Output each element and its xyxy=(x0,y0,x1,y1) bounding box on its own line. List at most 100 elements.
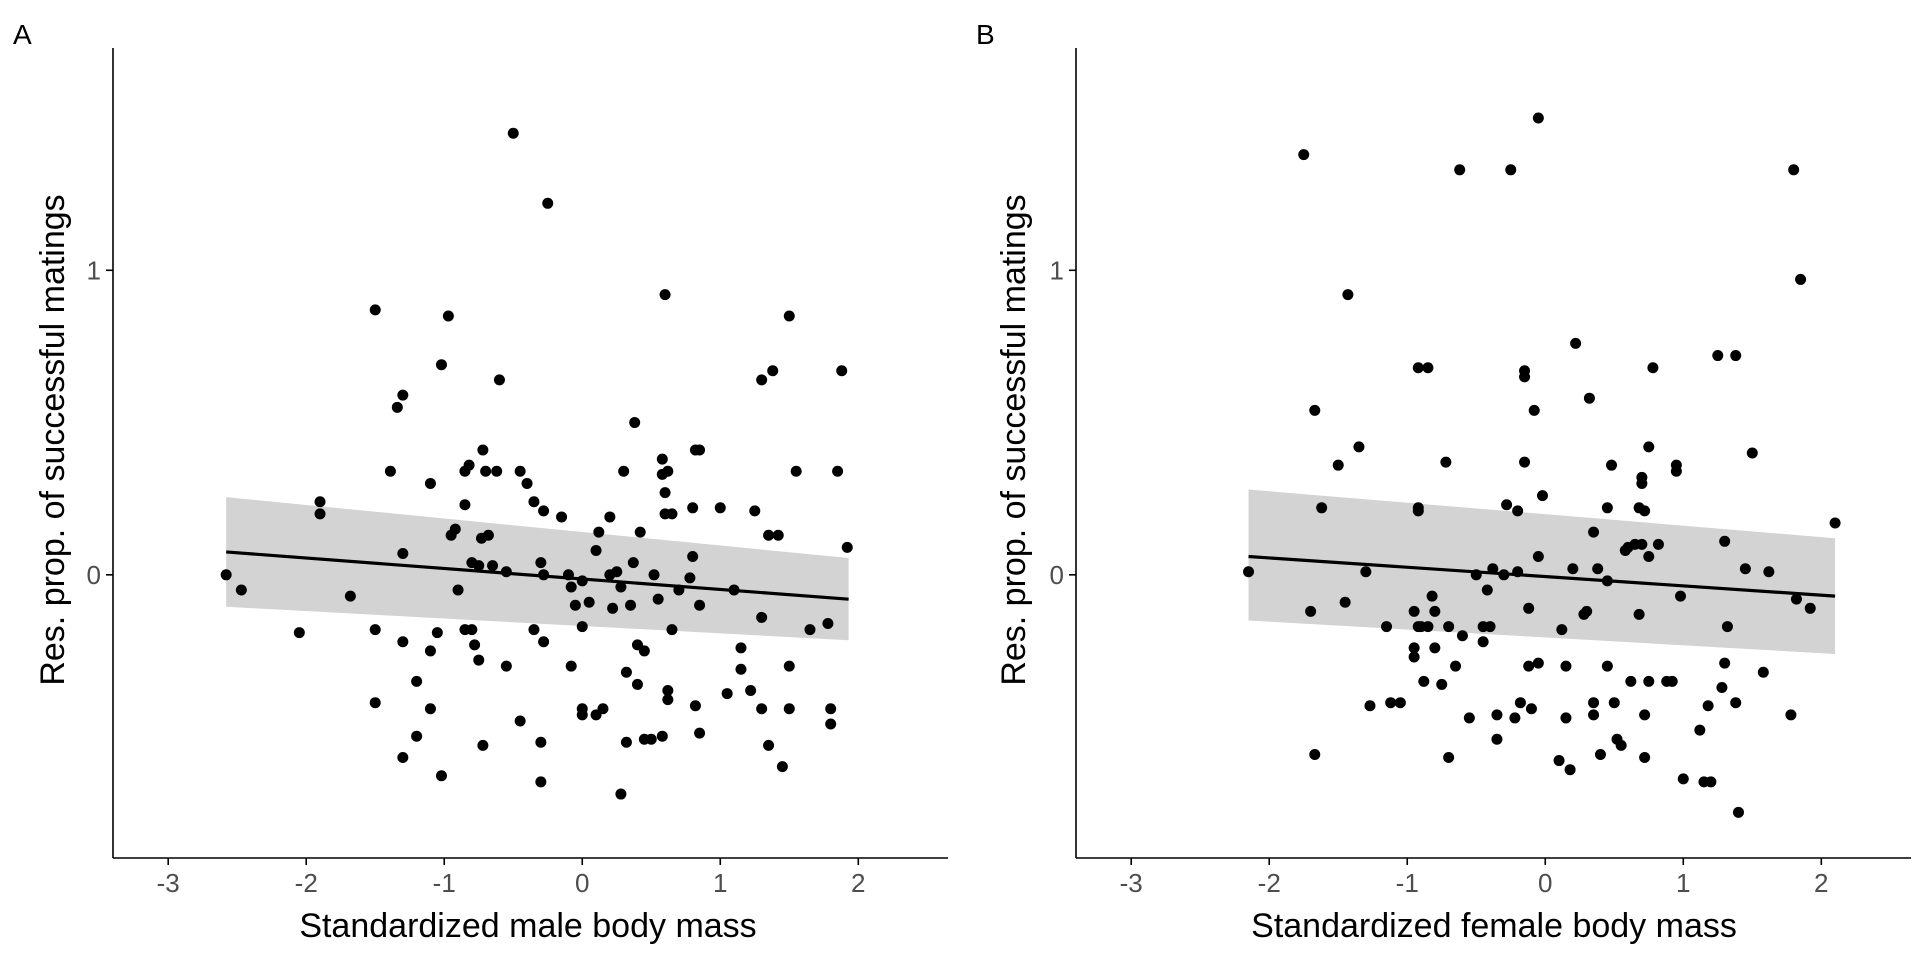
panel-a-data-point xyxy=(590,544,602,556)
panel-a-data-point xyxy=(638,645,650,657)
panel-b-data-point xyxy=(1553,755,1565,767)
panel-b-data-point xyxy=(1705,776,1717,788)
panel-a-data-point xyxy=(459,499,471,511)
panel-a-data-point xyxy=(790,465,802,477)
panel-b-data-point xyxy=(1639,752,1651,764)
panel-b-data-point xyxy=(1560,712,1572,724)
panel-a-data-point xyxy=(687,502,699,514)
panel-a-data-point xyxy=(593,526,605,538)
panel-a-data-point xyxy=(607,602,619,614)
panel-a-data-point xyxy=(431,627,443,639)
panel-b-data-point xyxy=(1443,621,1455,633)
panel-a-data-point xyxy=(391,401,403,413)
panel-a-data-point xyxy=(435,359,447,371)
panel-a-data-point xyxy=(832,465,844,477)
panel-a-data-point xyxy=(615,788,627,800)
panel-b-y-tick-label: 1 xyxy=(1050,255,1064,285)
panel-b-data-point xyxy=(1512,505,1524,517)
panel-a-data-point xyxy=(314,496,326,508)
panel-b-data-point xyxy=(1536,490,1548,502)
panel-a-data-point xyxy=(687,551,699,563)
panel-a-data-point xyxy=(756,703,768,715)
panel-b-data-point xyxy=(1429,605,1441,617)
panel-b-data-point xyxy=(1636,538,1648,550)
panel-a-data-point xyxy=(535,736,547,748)
panel-a-data-point xyxy=(666,624,678,636)
panel-b-data-point xyxy=(1422,362,1434,374)
panel-a-data-point xyxy=(452,584,464,596)
panel-b-plot-area: -3 -2 -1 0 1 2 0 1 xyxy=(1050,48,1911,898)
panel-b-data-point xyxy=(1636,471,1648,483)
panel-b-x-tick-label: 0 xyxy=(1538,868,1552,898)
panel-b-data-point xyxy=(1440,456,1452,468)
panel-b-data-point xyxy=(1426,590,1438,602)
panel-a-x-axis-title: Standardized male body mass xyxy=(299,907,756,945)
panel-a-data-point xyxy=(783,660,795,672)
panel-a-data-point xyxy=(442,310,454,322)
panel-a-confidence-band xyxy=(226,497,849,641)
panel-a-data-point xyxy=(528,624,540,636)
panel-b-y-axis-title: Res. prop. of successful matings xyxy=(995,194,1033,685)
panel-a-data-point xyxy=(666,508,678,520)
panel-a-data-point xyxy=(500,660,512,672)
panel-a-data-point xyxy=(397,547,409,559)
panel-b-data-point xyxy=(1385,697,1397,709)
panel-b-data-point xyxy=(1505,164,1517,176)
panel-b-data-point xyxy=(1666,675,1678,687)
panel-a-data-point xyxy=(569,599,581,611)
panel-b-data-point xyxy=(1592,563,1604,575)
panel-b-data-point xyxy=(1795,273,1807,285)
panel-b-data-point xyxy=(1532,657,1544,669)
panel-b-x-tick-label: 1 xyxy=(1676,868,1690,898)
panel-b-data-point xyxy=(1477,636,1489,648)
panel-b-x-tick-label: -2 xyxy=(1258,868,1281,898)
panel-a-data-point xyxy=(804,624,816,636)
panel-b-x-tick-label: 2 xyxy=(1814,868,1828,898)
panel-b-data-point xyxy=(1408,605,1420,617)
panel-a-data-point xyxy=(493,374,505,386)
panel-b-data-point xyxy=(1450,660,1462,672)
panel-a-data-point xyxy=(369,624,381,636)
panel-a-data-point xyxy=(763,529,775,541)
panel-b-data-point xyxy=(1588,697,1600,709)
panel-b-data-point xyxy=(1716,681,1728,693)
panel-b-data-point xyxy=(1408,651,1420,663)
panel-b-regression-line xyxy=(1248,554,1836,598)
panel-a-x-tick-label: 0 xyxy=(575,868,589,898)
panel-a-data-point xyxy=(235,584,247,596)
panel-a-data-point xyxy=(662,465,674,477)
panel-a-data-point xyxy=(620,666,632,678)
panel-a-data-point xyxy=(463,459,475,471)
panel-b-data-point xyxy=(1532,112,1544,124)
panel-a-data-point xyxy=(491,465,503,477)
panel-b-data-point xyxy=(1360,566,1372,578)
panel-b-data-point xyxy=(1639,709,1651,721)
panel-b-data-point xyxy=(1647,362,1659,374)
panel-a-data-point xyxy=(749,505,761,517)
panel-b-data-point xyxy=(1804,602,1816,614)
panel-a-data-point xyxy=(369,304,381,316)
panel-b-data-point xyxy=(1746,447,1758,459)
panel-a-data-point xyxy=(424,703,436,715)
panel-b-data-point xyxy=(1606,459,1618,471)
panel-b-y-tick-label: 0 xyxy=(1050,560,1064,590)
panel-a-y-tick-label: 0 xyxy=(87,560,101,590)
panel-a-data-point xyxy=(634,526,646,538)
panel-b-data-point xyxy=(1702,700,1714,712)
panel-a-data-point xyxy=(836,365,848,377)
panel-b-data-point xyxy=(1309,748,1321,760)
panel-b-data-point xyxy=(1463,712,1475,724)
panel-b-data-point xyxy=(1643,441,1655,453)
panel-a-x-tick-label: -1 xyxy=(433,868,456,898)
panel-b-data-point xyxy=(1567,563,1579,575)
panel-a-data-point xyxy=(659,487,671,499)
panel-b-data-point xyxy=(1484,621,1496,633)
panel-a-data-point xyxy=(538,505,550,517)
panel-b-data-point xyxy=(1243,566,1255,578)
panel-a-data-point xyxy=(480,465,492,477)
panel-a-data-point xyxy=(344,590,356,602)
panel-b-data-point xyxy=(1564,764,1576,776)
panel-b-data-point xyxy=(1525,703,1537,715)
panel-b-data-point xyxy=(1583,392,1595,404)
panel-a-data-point xyxy=(469,639,481,651)
